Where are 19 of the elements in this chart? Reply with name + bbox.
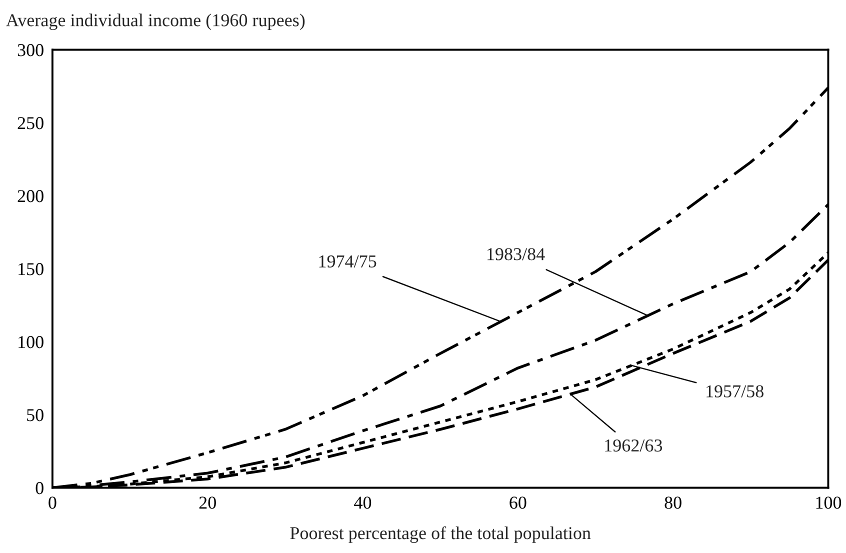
x-tick-label: 100 <box>816 496 842 509</box>
x-tick-label: 60 <box>510 496 526 509</box>
y-tick-label: 200 <box>18 190 44 202</box>
annotation: 1962/63 <box>605 439 662 452</box>
y-tick-label: 150 <box>18 263 44 276</box>
annotation: 1957/58 <box>706 385 764 398</box>
y-axis-title: Average individual income (1960 rupees) <box>6 14 305 30</box>
x-tick-label: 0 <box>48 496 56 509</box>
y-tick-label: 100 <box>18 336 44 348</box>
x-axis-title: Poorest percentage of the total population <box>290 526 591 543</box>
y-tick-label: 300 <box>18 44 44 56</box>
x-tick-label: 80 <box>664 496 682 509</box>
annotation: 1974/75 <box>319 255 376 268</box>
y-tick-label: 0 <box>36 482 44 494</box>
annotation: 1983/84 <box>488 248 545 260</box>
x-tick-label: 20 <box>199 496 216 509</box>
y-tick-label: 50 <box>27 409 44 422</box>
y-tick-label: 250 <box>18 117 44 130</box>
x-tick-label: 40 <box>354 496 372 509</box>
